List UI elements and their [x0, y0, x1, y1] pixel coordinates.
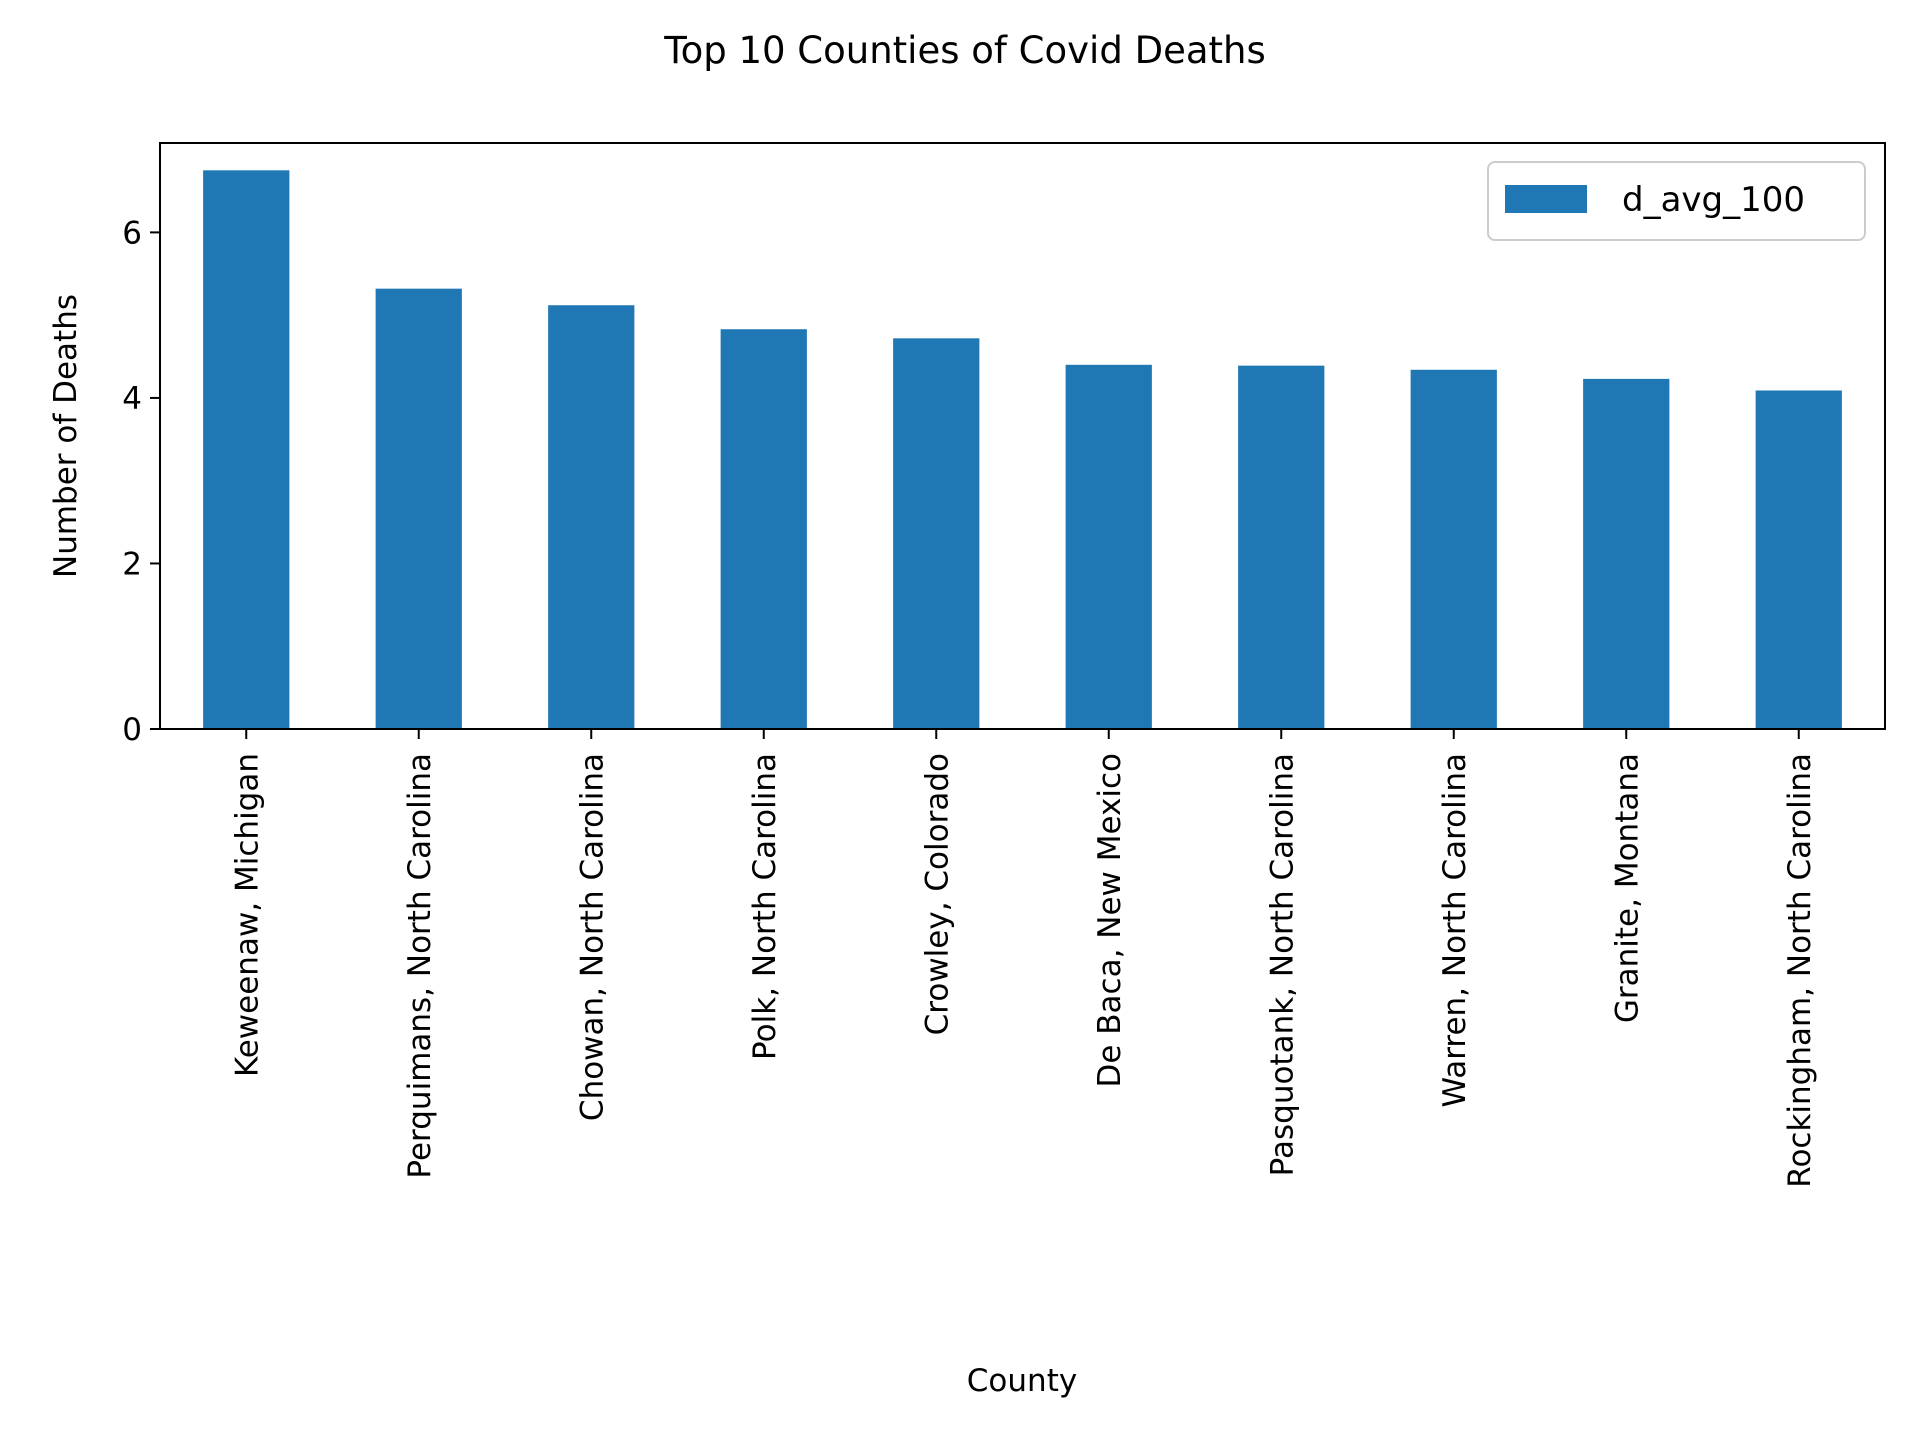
- x-tick-label: Keweenaw, Michigan: [229, 753, 265, 1077]
- legend: d_avg_100: [1487, 161, 1866, 241]
- x-tick-label: Crowley, Colorado: [919, 753, 955, 1035]
- plot-frame: [159, 142, 1886, 730]
- x-tick-label: Polk, North Carolina: [747, 753, 783, 1060]
- x-axis-label: County: [967, 1363, 1077, 1399]
- y-tick-label: 2: [122, 546, 142, 582]
- y-axis-label: Number of Deaths: [48, 294, 84, 578]
- bar: [893, 338, 980, 729]
- legend-label: d_avg_100: [1622, 180, 1805, 220]
- bar: [375, 288, 462, 729]
- x-tick-label: Granite, Montana: [1609, 753, 1645, 1023]
- x-tick-label: Perquimans, North Carolina: [402, 753, 438, 1179]
- x-tick-label: Pasquotank, North Carolina: [1264, 753, 1300, 1176]
- bar: [1065, 364, 1152, 729]
- x-tick-label: Chowan, North Carolina: [574, 753, 610, 1121]
- legend-box: [1487, 161, 1866, 241]
- bar: [1755, 390, 1842, 729]
- x-tick-label: De Baca, New Mexico: [1092, 753, 1128, 1088]
- x-axis: Keweenaw, Michigan Perquimans, North Caro…: [229, 729, 1818, 1188]
- bar: [1410, 369, 1497, 729]
- bars: [203, 170, 1842, 730]
- bar: [1583, 378, 1670, 729]
- y-tick-label: 0: [122, 712, 142, 748]
- bar: [548, 305, 635, 729]
- x-tick-label: Warren, North Carolina: [1437, 753, 1473, 1107]
- y-axis: 0 2 4 6: [122, 215, 160, 748]
- x-tick-label: Rockingham, North Carolina: [1782, 753, 1818, 1188]
- y-tick-label: 4: [122, 381, 142, 417]
- bar: [720, 329, 807, 729]
- bar: [1238, 365, 1325, 729]
- y-tick-label: 6: [122, 215, 142, 251]
- legend-swatch: [1505, 185, 1587, 213]
- bar: [203, 170, 290, 730]
- chart-title: Top 10 Counties of Covid Deaths: [663, 29, 1266, 72]
